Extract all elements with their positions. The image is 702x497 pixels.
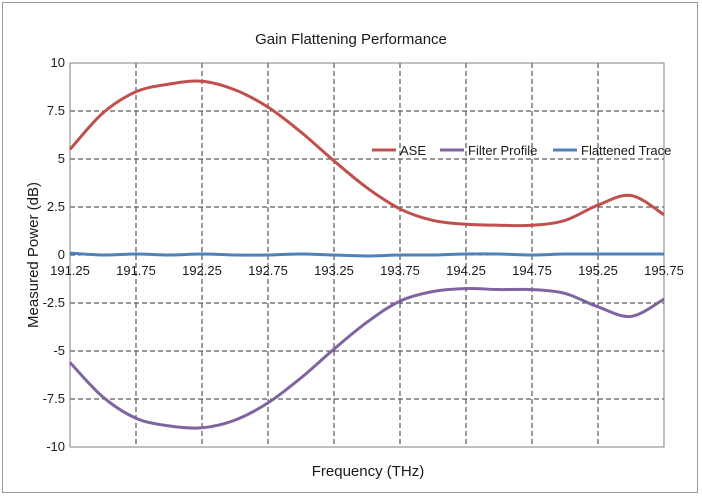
y-tick-label: 10 [51, 55, 65, 70]
y-tick-label: 2.5 [47, 199, 65, 214]
x-tick-label: 194.75 [512, 263, 552, 278]
x-axis-ticks: 191.25 191.75 192.25 192.75 193.25 193.75 194.… [50, 263, 684, 278]
y-tick-label: 7.5 [47, 103, 65, 118]
series-lines [68, 79, 665, 430]
x-tick-label: 191.75 [116, 263, 156, 278]
y-tick-label: 5 [58, 151, 65, 166]
chart-frame [2, 2, 698, 493]
legend: ASE Filter Profile Flattened Trace [372, 143, 671, 158]
x-tick-label: 193.75 [380, 263, 420, 278]
chart-title: Gain Flattening Performance [255, 31, 447, 48]
y-axis-ticks: 10 7.5 5 2.5 0 -2.5 -5 -7.5 -10 [43, 55, 65, 454]
x-tick-label: 195.25 [578, 263, 618, 278]
y-tick-label: -10 [46, 439, 65, 454]
x-tick-label: 194.25 [446, 263, 486, 278]
x-tick-label: 192.25 [182, 263, 222, 278]
x-tick-label: 192.75 [248, 263, 288, 278]
series-line-2 [69, 251, 664, 258]
series-line-0 [68, 79, 665, 228]
x-tick-label: 191.25 [50, 263, 90, 278]
legend-label-2: Flattened Trace [581, 143, 671, 158]
y-tick-label: -7.5 [43, 391, 65, 406]
y-tick-label: -5 [53, 343, 65, 358]
x-tick-label: 195.75 [644, 263, 684, 278]
legend-label-1: Filter Profile [468, 143, 537, 158]
y-tick-label: -2.5 [43, 295, 65, 310]
series-line-1 [68, 287, 665, 430]
x-axis-label: Frequency (THz) [312, 463, 425, 480]
y-axis-label: Measured Power (dB) [25, 182, 42, 328]
x-tick-label: 193.25 [314, 263, 354, 278]
y-tick-label: 0 [58, 247, 65, 262]
legend-label-0: ASE [400, 143, 426, 158]
